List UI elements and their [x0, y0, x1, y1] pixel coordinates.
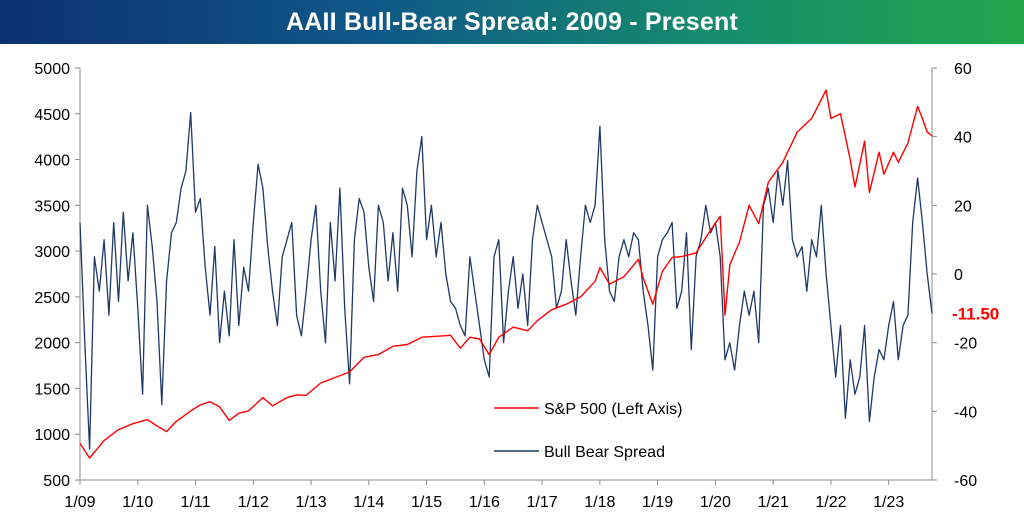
left-tick-label: 2000	[34, 336, 70, 353]
axes: 500 1000 1500 2000 2500 3000 3500 4000 4500 5000 -…	[34, 61, 977, 511]
right-tick-label: -40	[954, 404, 977, 421]
legend-label-spread: Bull Bear Spread	[544, 444, 665, 461]
left-tick-label: 500	[43, 473, 70, 490]
bull-bear-spread-line	[79, 111, 933, 450]
right-tick-label: 60	[954, 61, 972, 78]
x-tick-label: 1/21	[758, 494, 789, 511]
x-tick-label: 1/13	[295, 494, 326, 511]
left-tick-label: 3000	[34, 244, 70, 261]
left-tick-label: 4500	[34, 107, 70, 124]
sp500-line	[79, 89, 933, 459]
x-tick-label: 1/22	[815, 494, 846, 511]
right-tick-label: 20	[954, 198, 972, 215]
x-tick-label: 1/17	[527, 494, 558, 511]
legend-label-sp500: S&P 500 (Left Axis)	[544, 401, 682, 418]
x-tick-label: 1/19	[642, 494, 673, 511]
x-tick-label: 1/23	[873, 494, 904, 511]
x-tick-label: 1/16	[469, 494, 500, 511]
x-tick-label: 1/18	[584, 494, 615, 511]
last-value-label: -11.50	[952, 304, 999, 323]
title-bar: AAII Bull-Bear Spread: 2009 - Present	[0, 0, 1024, 44]
right-tick-label: -20	[954, 336, 977, 353]
left-tick-label: 5000	[34, 61, 70, 78]
x-tick-label: 1/15	[411, 494, 442, 511]
chart-title: AAII Bull-Bear Spread: 2009 - Present	[286, 7, 738, 36]
right-tick-label: -60	[954, 473, 977, 490]
right-tick-label: 40	[954, 130, 972, 147]
left-tick-label: 1000	[34, 427, 70, 444]
x-tick-label: 1/14	[353, 494, 384, 511]
x-tick-label: 1/12	[238, 494, 269, 511]
right-tick-label: 0	[954, 267, 963, 284]
x-tick-label: 1/09	[64, 494, 95, 511]
legend: S&P 500 (Left Axis) Bull Bear Spread	[494, 401, 682, 461]
left-tick-label: 1500	[34, 381, 70, 398]
x-tick-label: 1/20	[700, 494, 731, 511]
x-tick-label: 1/10	[122, 494, 153, 511]
left-tick-label: 4000	[34, 153, 70, 170]
left-tick-label: 2500	[34, 290, 70, 307]
series-layer: -11.50	[79, 89, 999, 459]
left-tick-label: 3500	[34, 198, 70, 215]
x-tick-label: 1/11	[181, 494, 211, 511]
